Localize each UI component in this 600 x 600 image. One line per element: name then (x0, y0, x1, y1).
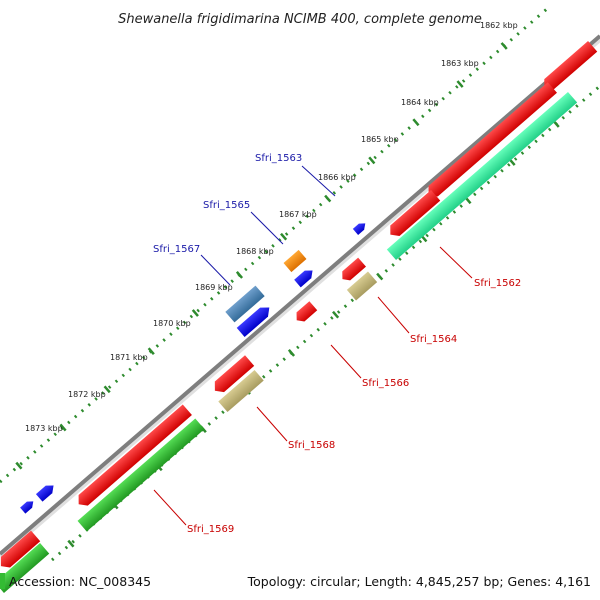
gene-label-sfri-1565[interactable]: Sfri_1565 (203, 200, 250, 211)
cog-block-khaki-1[interactable] (346, 271, 378, 301)
summary-text: Topology: circular; Length: 4,845,257 bp… (247, 574, 591, 589)
outer-major-tick (15, 461, 23, 470)
cds-reverse-1566[interactable] (293, 301, 318, 324)
cds-forward-5[interactable] (20, 498, 36, 514)
cog-block-teal[interactable] (386, 91, 578, 261)
cds-reverse-1564[interactable] (386, 190, 441, 240)
cds-forward-4[interactable] (35, 482, 57, 502)
gene-label-sfri-1566[interactable]: Sfri_1566 (362, 378, 409, 389)
outer-major-tick (280, 232, 288, 241)
outer-major-tick (324, 194, 332, 203)
label-leaders (153, 165, 473, 526)
outer-major-tick (235, 271, 244, 279)
cds-reverse-1568[interactable] (210, 355, 255, 396)
map-title: Shewanella frigidimarina NCIMB 400, comp… (118, 12, 482, 27)
cog-block-khaki-2[interactable] (218, 369, 264, 413)
inner-tick-ring (51, 84, 600, 562)
gene-label-sfri-1569[interactable]: Sfri_1569 (187, 524, 234, 535)
tick-label-1869: 1869 kbp (195, 283, 233, 292)
gene-label-sfri-1568[interactable]: Sfri_1568 (288, 440, 335, 451)
outer-major-tick (191, 309, 199, 317)
inner-major-tick (287, 349, 296, 357)
backbone (0, 34, 600, 556)
tick-label-1873: 1873 kbp (25, 424, 63, 433)
outer-tick-ring (0, 6, 549, 484)
inner-major-tick (376, 272, 384, 281)
cds-reverse-1562b[interactable] (424, 82, 557, 200)
outer-major-tick (500, 42, 508, 50)
tick-label-1871: 1871 kbp (110, 353, 148, 362)
tick-label-1867: 1867 kbp (279, 210, 317, 219)
outer-major-tick (412, 118, 420, 127)
cds-forward-1[interactable] (352, 220, 368, 235)
inner-major-tick (67, 539, 75, 548)
cog-block-green[interactable] (77, 418, 205, 532)
cds-forward-3[interactable] (236, 303, 274, 337)
tick-label-1870: 1870 kbp (153, 319, 191, 328)
cog-block-orange[interactable] (283, 249, 307, 273)
outer-major-tick (103, 385, 111, 394)
cds-features (0, 41, 598, 593)
cds-reverse-1569[interactable] (74, 404, 192, 509)
outer-major-tick (368, 156, 376, 165)
cog-block-steelblue[interactable] (225, 285, 265, 323)
cog-block-green-edge[interactable] (0, 543, 50, 593)
outer-major-tick (147, 347, 155, 356)
tick-label-1863: 1863 kbp (441, 59, 479, 68)
gene-label-sfri-1563[interactable]: Sfri_1563 (255, 153, 302, 164)
gene-label-sfri-1564[interactable]: Sfri_1564 (410, 334, 457, 345)
tick-label-1868: 1868 kbp (236, 247, 274, 256)
tick-label-1872: 1872 kbp (68, 390, 106, 399)
tick-label-1866: 1866 kbp (318, 173, 356, 182)
tick-label-1865: 1865 kbp (361, 135, 399, 144)
legend-swatch (0, 573, 5, 589)
accession-text: Accession: NC_008345 (9, 574, 151, 589)
inner-major-tick (332, 310, 340, 319)
cds-reverse-edge[interactable] (0, 530, 41, 572)
outer-major-tick (59, 423, 67, 432)
outer-major-tick (456, 80, 464, 88)
gene-label-sfri-1562[interactable]: Sfri_1562 (474, 278, 521, 289)
tick-label-1862: 1862 kbp (480, 21, 518, 30)
cds-reverse-1564b[interactable] (338, 257, 366, 284)
gene-label-sfri-1567[interactable]: Sfri_1567 (153, 244, 200, 255)
tick-label-1864: 1864 kbp (401, 98, 439, 107)
cds-forward-2[interactable] (294, 267, 316, 288)
cds-reverse-1562[interactable] (540, 41, 598, 94)
